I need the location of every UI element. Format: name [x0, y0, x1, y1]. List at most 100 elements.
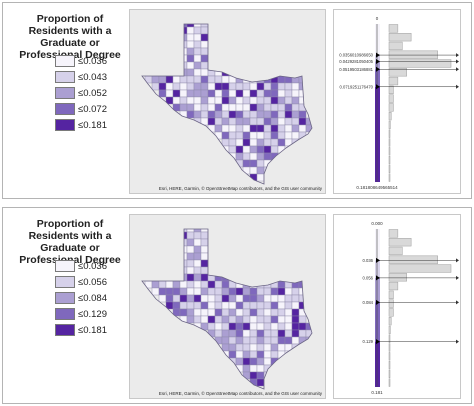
county	[277, 124, 286, 133]
county	[235, 110, 244, 119]
county	[277, 117, 286, 126]
county	[284, 124, 293, 133]
county	[305, 336, 312, 345]
county	[249, 336, 258, 345]
county	[263, 329, 272, 338]
county	[277, 110, 286, 119]
county	[270, 82, 279, 91]
classification-panel-1: Proportion of Residents with a Graduate …	[2, 2, 472, 199]
county	[221, 315, 230, 324]
county	[263, 124, 272, 133]
legend-label: ≤0.129	[78, 308, 107, 320]
county	[256, 364, 265, 373]
histogram-bar	[388, 68, 407, 77]
county	[256, 75, 265, 84]
histogram-bar	[388, 85, 394, 94]
county	[249, 82, 258, 91]
county	[200, 231, 209, 240]
county	[249, 152, 258, 161]
county	[298, 315, 307, 324]
county	[207, 315, 216, 324]
county	[242, 308, 251, 317]
county	[291, 294, 300, 303]
county	[277, 82, 286, 91]
county	[270, 131, 279, 140]
county	[270, 145, 279, 154]
county	[263, 308, 272, 317]
map-legend: ≤0.036 ≤0.043 ≤0.052 ≤0.072 ≤0.181	[55, 53, 107, 133]
legend-label: ≤0.036	[78, 260, 107, 272]
county	[186, 89, 195, 98]
county	[249, 322, 258, 331]
choropleth-map[interactable]: Esri, HERE, Garmin, © OpenStreetMap cont…	[129, 214, 326, 399]
county	[179, 89, 188, 98]
legend-label: ≤0.056	[78, 276, 107, 288]
legend-swatch	[55, 71, 75, 83]
legend-swatch	[55, 292, 75, 304]
county	[186, 61, 195, 70]
texas-county-map[interactable]	[130, 215, 326, 399]
county	[291, 322, 300, 331]
county	[235, 103, 244, 112]
county	[207, 103, 216, 112]
county	[186, 245, 195, 254]
legend-label: ≤0.084	[78, 292, 107, 304]
classification-histogram[interactable]: 0.036 0.056 0.084 0.129 0.000 0.181	[333, 214, 461, 399]
county	[207, 82, 216, 91]
county	[256, 82, 265, 91]
county	[256, 343, 265, 352]
class-range-bar	[375, 341, 380, 387]
classification-histogram[interactable]: 0.0356010986650 0.0429281050405 0.05195031…	[333, 9, 461, 194]
histogram-bar	[388, 50, 438, 59]
county	[249, 308, 258, 317]
county	[228, 301, 237, 310]
break-arrow	[456, 59, 459, 64]
county	[179, 245, 188, 254]
legend-item: ≤0.181	[55, 117, 107, 133]
class-range-bar	[375, 61, 380, 70]
county	[235, 138, 244, 147]
county	[263, 145, 272, 154]
texas-county-map[interactable]	[130, 10, 326, 194]
county	[186, 301, 195, 310]
county	[242, 301, 251, 310]
county	[249, 138, 258, 147]
county	[228, 315, 237, 324]
county	[186, 294, 195, 303]
legend-item: ≤0.043	[55, 69, 107, 85]
county	[256, 287, 265, 296]
county	[193, 47, 202, 56]
county	[270, 138, 279, 147]
county	[263, 103, 272, 112]
class-range-bar	[375, 229, 380, 261]
county	[284, 308, 293, 317]
county	[228, 145, 237, 154]
county	[277, 280, 286, 289]
county	[207, 117, 216, 126]
histogram-bar	[388, 238, 412, 247]
county	[193, 245, 202, 254]
county	[207, 301, 216, 310]
legend-label: ≤0.036	[78, 55, 107, 67]
histogram-chart[interactable]: 0.036 0.056 0.084 0.129 0.000 0.181	[334, 215, 462, 400]
break-label: 0.056	[363, 275, 374, 280]
county	[172, 96, 181, 105]
county	[186, 24, 195, 28]
county	[256, 280, 265, 289]
county	[249, 124, 258, 133]
break-arrow	[456, 300, 459, 305]
county	[263, 138, 272, 147]
county	[298, 96, 307, 105]
county	[270, 103, 279, 112]
county	[249, 89, 258, 98]
choropleth-map[interactable]: Esri, HERE, Garmin, © OpenStreetMap cont…	[129, 9, 326, 194]
county	[228, 110, 237, 119]
county	[214, 308, 223, 317]
county	[277, 294, 286, 303]
county	[263, 301, 272, 310]
county	[228, 117, 237, 126]
county	[256, 131, 265, 140]
county	[270, 110, 279, 119]
county	[186, 103, 195, 112]
